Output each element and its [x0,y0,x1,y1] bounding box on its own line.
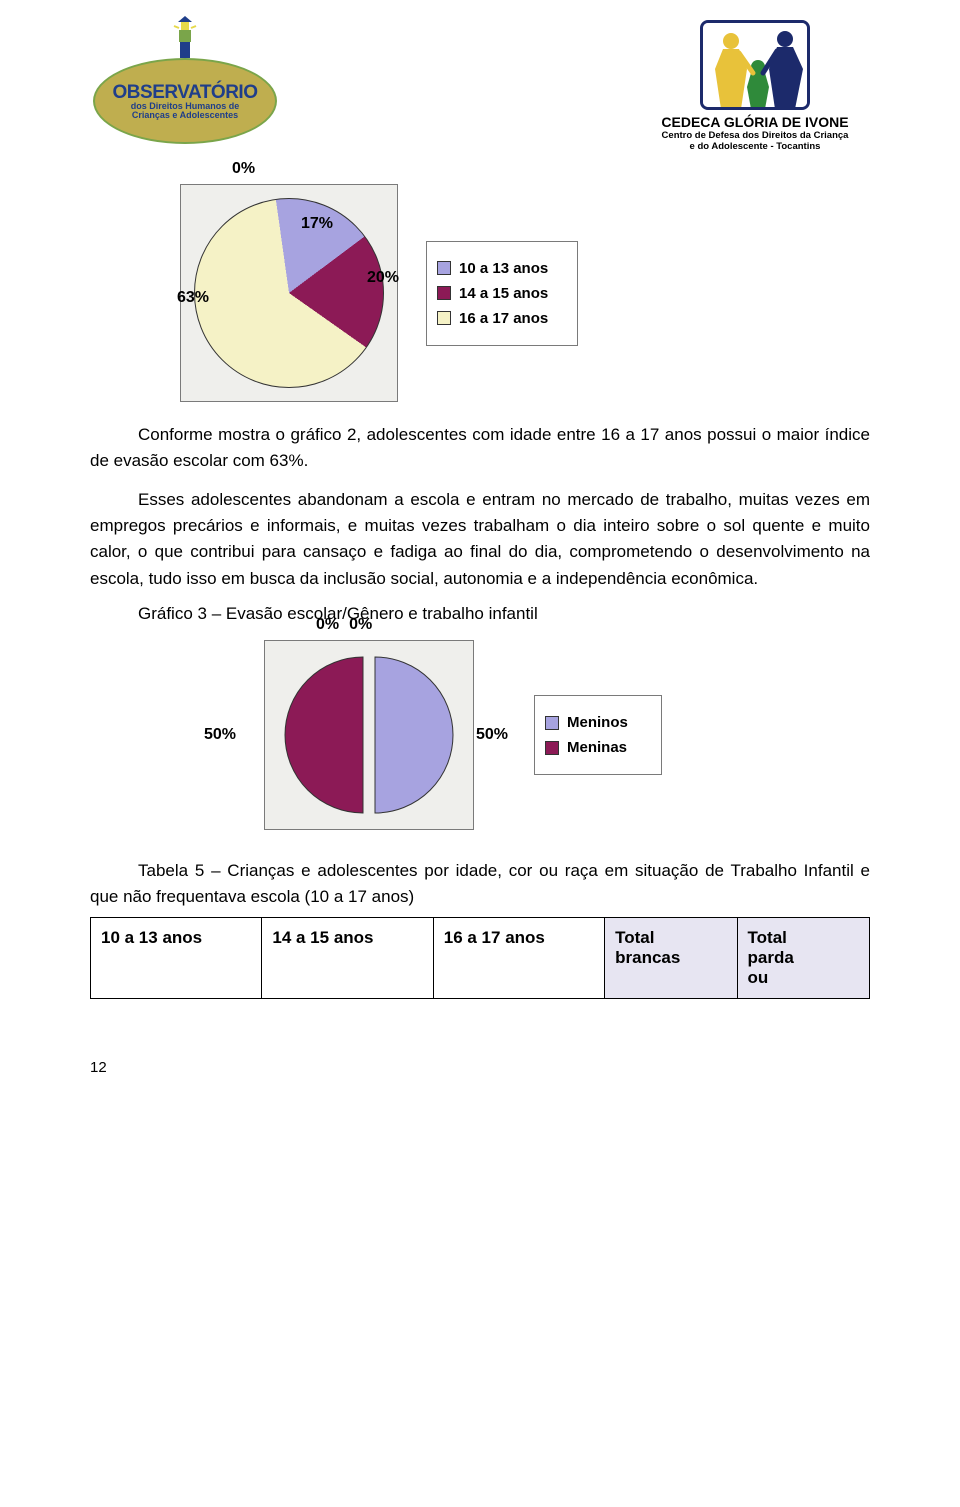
legend-item: 10 a 13 anos [437,260,561,277]
cedeca-image [700,20,810,110]
caption-chart3: Gráfico 3 – Evasão escolar/Gênero e trab… [90,604,870,624]
chart1-slice-label-0: 63% [177,289,209,307]
chart1-slice-label-1: 17% [301,215,333,233]
header-logos: OBSERVATÓRIO dos Direitos Humanos de Cri… [90,20,870,154]
table-header-cell: 16 a 17 anos [433,917,604,998]
legend-item: Meninas [545,739,645,756]
logo-observatorio: OBSERVATÓRIO dos Direitos Humanos de Cri… [90,20,280,150]
legend-swatch [545,741,559,755]
legend-item: 14 a 15 anos [437,285,561,302]
obs-title: OBSERVATÓRIO [113,83,258,102]
chart2-top-labels: 0% 0% [316,616,372,634]
chart-2: 0%0% 50% 50% MeninosMeninas [240,640,870,830]
chart2-left-label: 50% [204,726,236,744]
legend-item: 16 a 17 anos [437,310,561,327]
legend-label: Meninos [567,714,628,731]
table-header-cell: Totalpardaou [737,917,869,998]
lighthouse-icon [170,16,200,60]
table-header-cell: 14 a 15 anos [262,917,433,998]
legend-swatch [437,311,451,325]
table5-caption: Tabela 5 – Crianças e adolescentes por i… [90,858,870,911]
paragraph-1: Conforme mostra o gráfico 2, adolescente… [90,422,870,475]
table-5: 10 a 13 anos14 a 15 anos16 a 17 anosTota… [90,917,870,999]
table-header-cell: Totalbrancas [605,917,737,998]
chart-1: 0% 63% 17% 20% 10 a 13 anos14 a 15 anos1… [180,184,870,402]
page-number: 12 [90,1059,870,1076]
legend-swatch [437,261,451,275]
legend-item: Meninos [545,714,645,731]
obs-sub2: Crianças e Adolescentes [132,111,238,120]
cedeca-line1: Centro de Defesa dos Direitos da Criança [661,130,848,141]
chart1-box: 63% 17% 20% [180,184,398,402]
logo-cedeca: CEDECA GLÓRIA DE IVONE Centro de Defesa … [640,20,870,154]
cedeca-title: CEDECA GLÓRIA DE IVONE [661,114,848,130]
legend-label: 16 a 17 anos [459,310,548,327]
legend-swatch [437,286,451,300]
legend-label: 10 a 13 anos [459,260,548,277]
paragraph-2: Esses adolescentes abandonam a escola e … [90,487,870,592]
table-header-cell: 10 a 13 anos [91,917,262,998]
legend-swatch [545,716,559,730]
chart2-legend: Meninos Meninas [534,695,662,775]
legend-label: Meninas [567,739,627,756]
chart2-top-0: 0% [316,616,339,633]
legend-label: 14 a 15 anos [459,285,548,302]
chart2-box [264,640,474,830]
cedeca-line2: e do Adolescente - Tocantins [661,141,848,152]
chart1-slice-label-2: 20% [367,269,399,287]
chart1-top-label: 0% [232,160,255,178]
chart2-pie [284,650,454,820]
chart1-legend: 10 a 13 anos 14 a 15 anos 16 a 17 anos [426,241,578,346]
chart2-top-1: 0% [349,616,372,633]
chart2-right-label: 50% [476,726,508,744]
